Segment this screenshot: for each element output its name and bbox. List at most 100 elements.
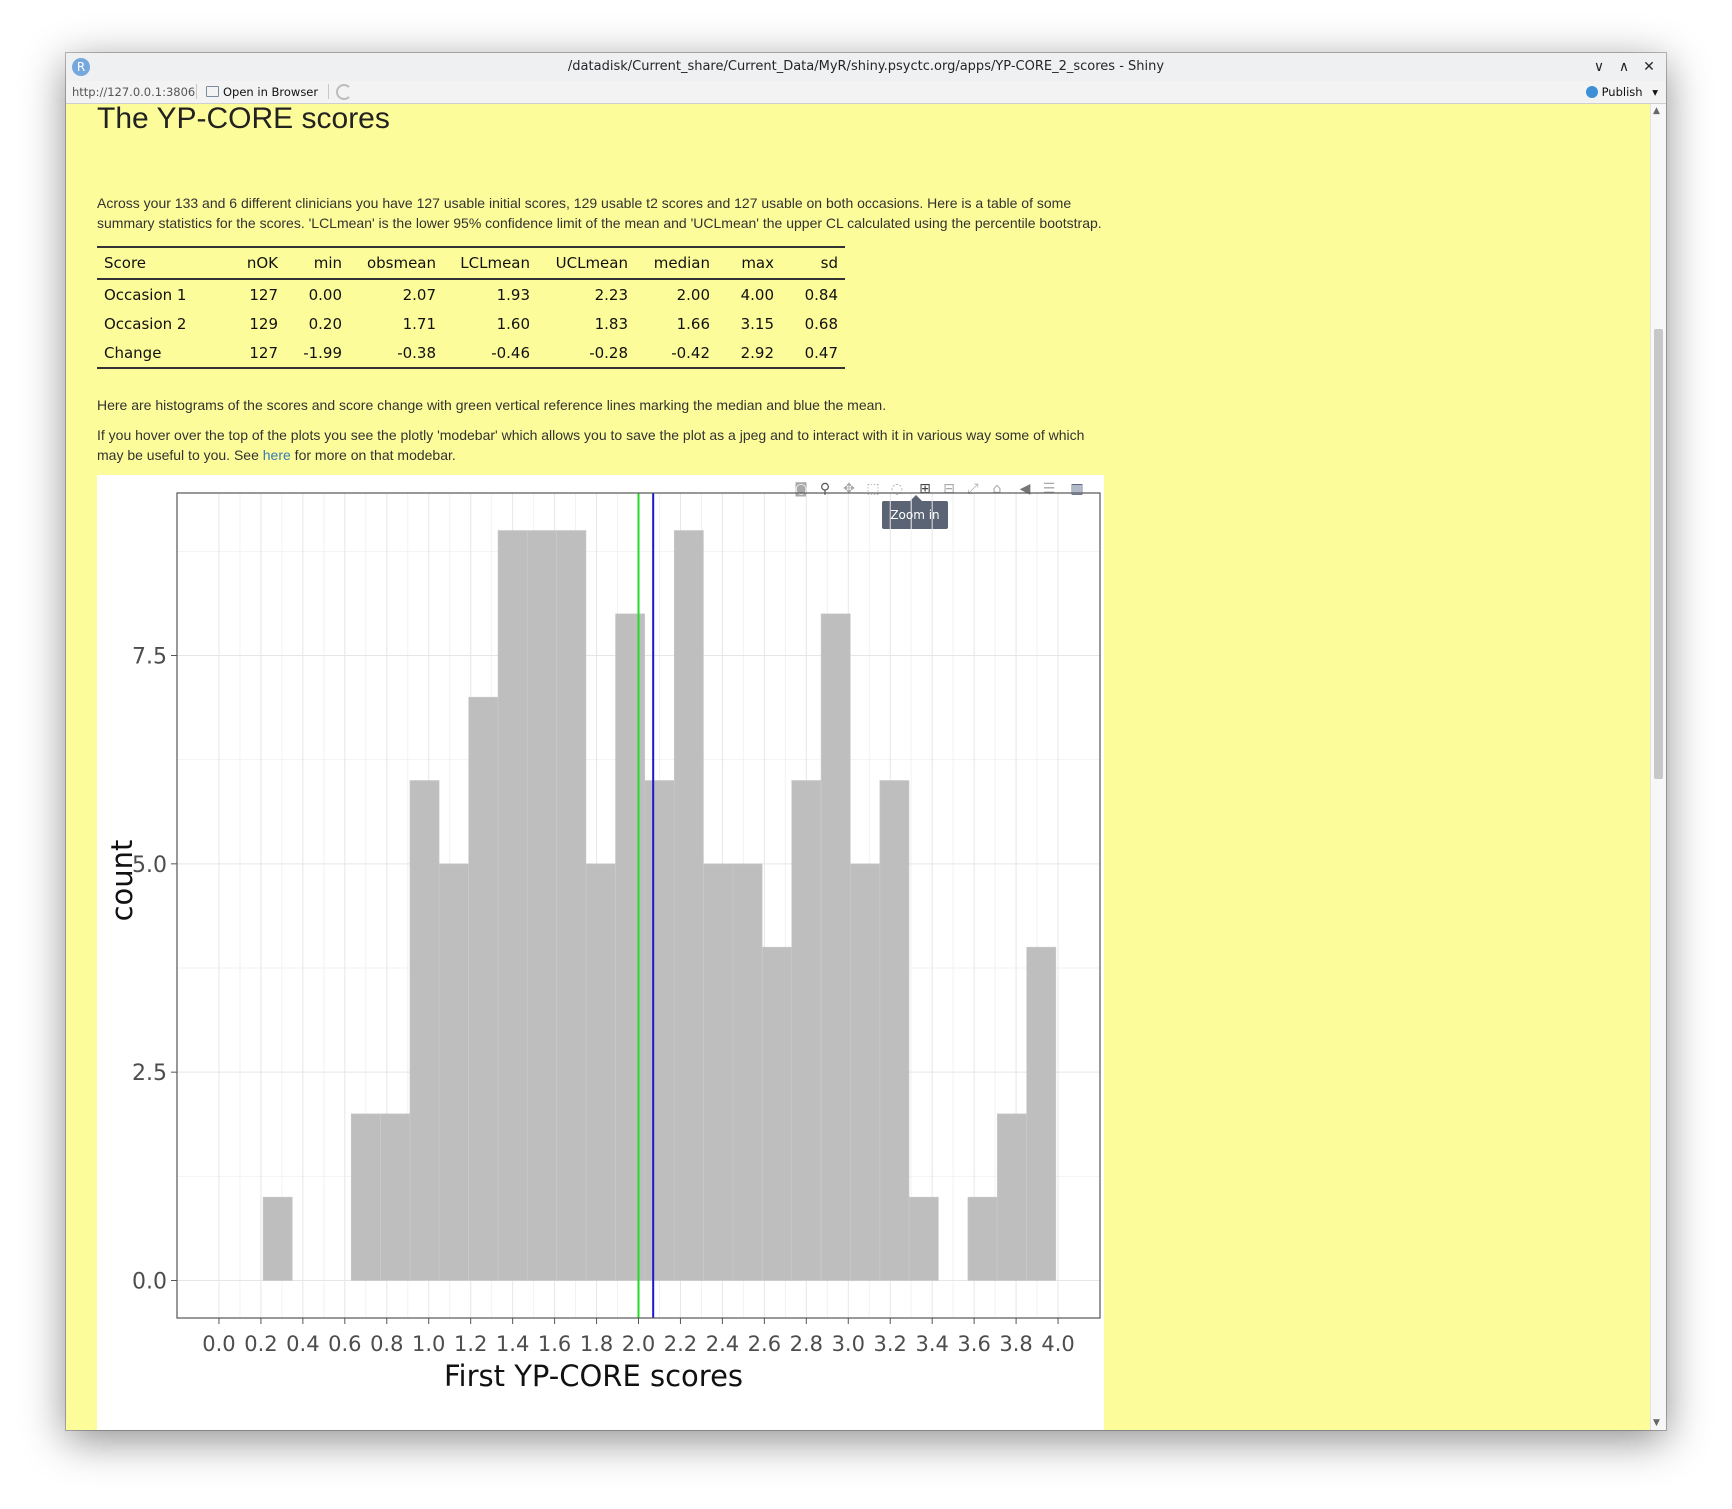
x-tick-label: 0.2 [244,1332,277,1356]
table-row: Occasion 1 127 0.00 2.07 1.93 2.23 2.00 … [97,279,845,309]
home-icon[interactable]: ⌂ [992,481,1002,497]
table-cell: 2.00 [676,285,710,304]
scroll-down-icon[interactable]: ▼ [1653,1418,1660,1428]
table-cell: 1.60 [496,314,530,333]
x-tick-label: 0.0 [202,1332,235,1356]
table-cell: 1.71 [402,314,436,333]
publish-button[interactable]: Publish ▾ [1585,85,1658,99]
scrollbar-thumb[interactable] [1654,329,1663,779]
table-cell: Occasion 1 [104,285,187,304]
page-title: The YP-CORE scores [97,104,390,135]
histogram-bar [615,613,645,1281]
open-in-browser-button[interactable]: Open in Browser [206,85,318,99]
refresh-icon[interactable] [336,84,352,100]
x-tick-label: 3.0 [832,1332,865,1356]
x-tick-label: 0.8 [370,1332,403,1356]
minimize-button[interactable]: ∨ [1593,59,1605,75]
table-cell: Change [104,343,162,362]
x-tick-label: 0.4 [286,1332,319,1356]
autoscale-icon[interactable]: ⤢ [967,481,979,497]
maximize-button[interactable]: ∧ [1618,59,1630,75]
column-header: sd [781,247,845,280]
table-cell: 1.83 [594,314,628,333]
table-cell: 0.68 [804,314,838,333]
column-header: Score [97,247,221,280]
table-cell: -0.46 [491,343,530,362]
column-header: LCLmean [443,247,537,280]
zoom-icon[interactable]: ⚲ [819,481,831,497]
chevron-down-icon: ▾ [1652,85,1658,99]
close-button[interactable]: ✕ [1643,59,1655,75]
hover-closest-icon[interactable]: ◀ [1019,481,1031,497]
window-title: /datadisk/Current_share/Current_Data/MyR… [567,59,1165,74]
zoom-in-icon[interactable]: ⊞ [919,481,931,497]
zoom-out-icon[interactable]: ⊟ [943,481,955,497]
table-cell: 0.84 [804,285,838,304]
pan-icon[interactable]: ✥ [843,481,855,497]
table-header-row: Score nOK min obsmean LCLmean UCLmean me… [97,247,845,280]
publish-label: Publish [1601,85,1643,99]
table-cell: 2.23 [594,285,628,304]
title-bar: R /datadisk/Current_share/Current_Data/M… [66,53,1666,82]
x-tick-label: 1.0 [412,1332,445,1356]
x-tick-label: 2.4 [706,1332,739,1356]
vertical-scrollbar[interactable]: ▲ ▼ [1650,104,1666,1430]
table-cell: 0.47 [804,343,838,362]
histogram-bar [409,780,440,1281]
histogram-bar [350,1113,381,1281]
histogram-bar [703,863,734,1281]
table-cell: -1.99 [303,343,342,362]
table-cell: 127 [249,285,278,304]
histogram-bar [732,863,763,1281]
summary-table: Score nOK min obsmean LCLmean UCLmean me… [97,246,845,369]
histogram-bar [997,1113,1027,1281]
url-label[interactable]: http://127.0.0.1:3806 [72,85,196,99]
histogram-bar [762,946,792,1281]
r-logo-icon: R [72,58,90,76]
table-cell: 3.15 [740,314,774,333]
histogram-bar [791,780,822,1281]
histogram-note: Here are histograms of the scores and sc… [97,397,887,413]
histogram-bar [439,863,469,1281]
histogram-bar [908,1196,939,1281]
histogram-bar [468,696,499,1281]
histogram-bar [527,530,557,1281]
viewer-toolbar: http://127.0.0.1:3806 Open in Browser Pu… [66,81,1666,104]
toolbar-separator [328,84,329,99]
app-content: The YP-CORE scores Across your 133 and 6… [66,104,1651,1430]
x-tick-label: 3.8 [999,1332,1032,1356]
scroll-up-icon[interactable]: ▲ [1653,106,1660,116]
table-cell: -0.28 [589,343,628,362]
histogram-bar [850,863,880,1281]
modebar-note: If you hover over the top of the plots y… [97,425,1107,465]
histogram-plot[interactable]: ◙ ⚲ ✥ ⬚ ◌ ⊞ ⊟ ⤢ ⌂ ◀ ☰ ▥ Zoom in 0.0 0.2 0.… [97,475,1104,1430]
modebar-help-link[interactable]: here [262,447,291,463]
histogram-bar [644,780,675,1281]
x-tick-label: 0.6 [328,1332,361,1356]
histogram-bar [820,613,851,1281]
x-tick-label: 1.8 [580,1332,613,1356]
column-header: median [635,247,717,280]
x-tick-label: 4.0 [1041,1332,1074,1356]
column-header: UCLmean [537,247,635,280]
histogram-bar [1026,946,1057,1281]
table-cell: 129 [249,314,278,333]
histogram-bar [262,1196,293,1281]
y-tick-label: 5.0 [132,853,167,878]
app-window: R /datadisk/Current_share/Current_Data/M… [66,53,1666,1430]
open-in-browser-label: Open in Browser [223,85,319,99]
table-cell: 1.93 [496,285,530,304]
x-tick-label: 2.8 [790,1332,823,1356]
table-cell: 2.92 [740,343,774,362]
x-tick-label: 1.4 [496,1332,529,1356]
histogram-bar [673,530,704,1281]
x-tick-label: 3.6 [957,1332,990,1356]
table-cell: 0.00 [308,285,342,304]
y-tick-label: 0.0 [132,1270,167,1295]
column-header: obsmean [349,247,443,280]
histogram-bar [585,863,616,1281]
publish-icon [1585,86,1598,98]
toolbar-separator [196,84,197,99]
x-tick-label: 1.6 [538,1332,571,1356]
column-header: nOK [221,247,285,280]
